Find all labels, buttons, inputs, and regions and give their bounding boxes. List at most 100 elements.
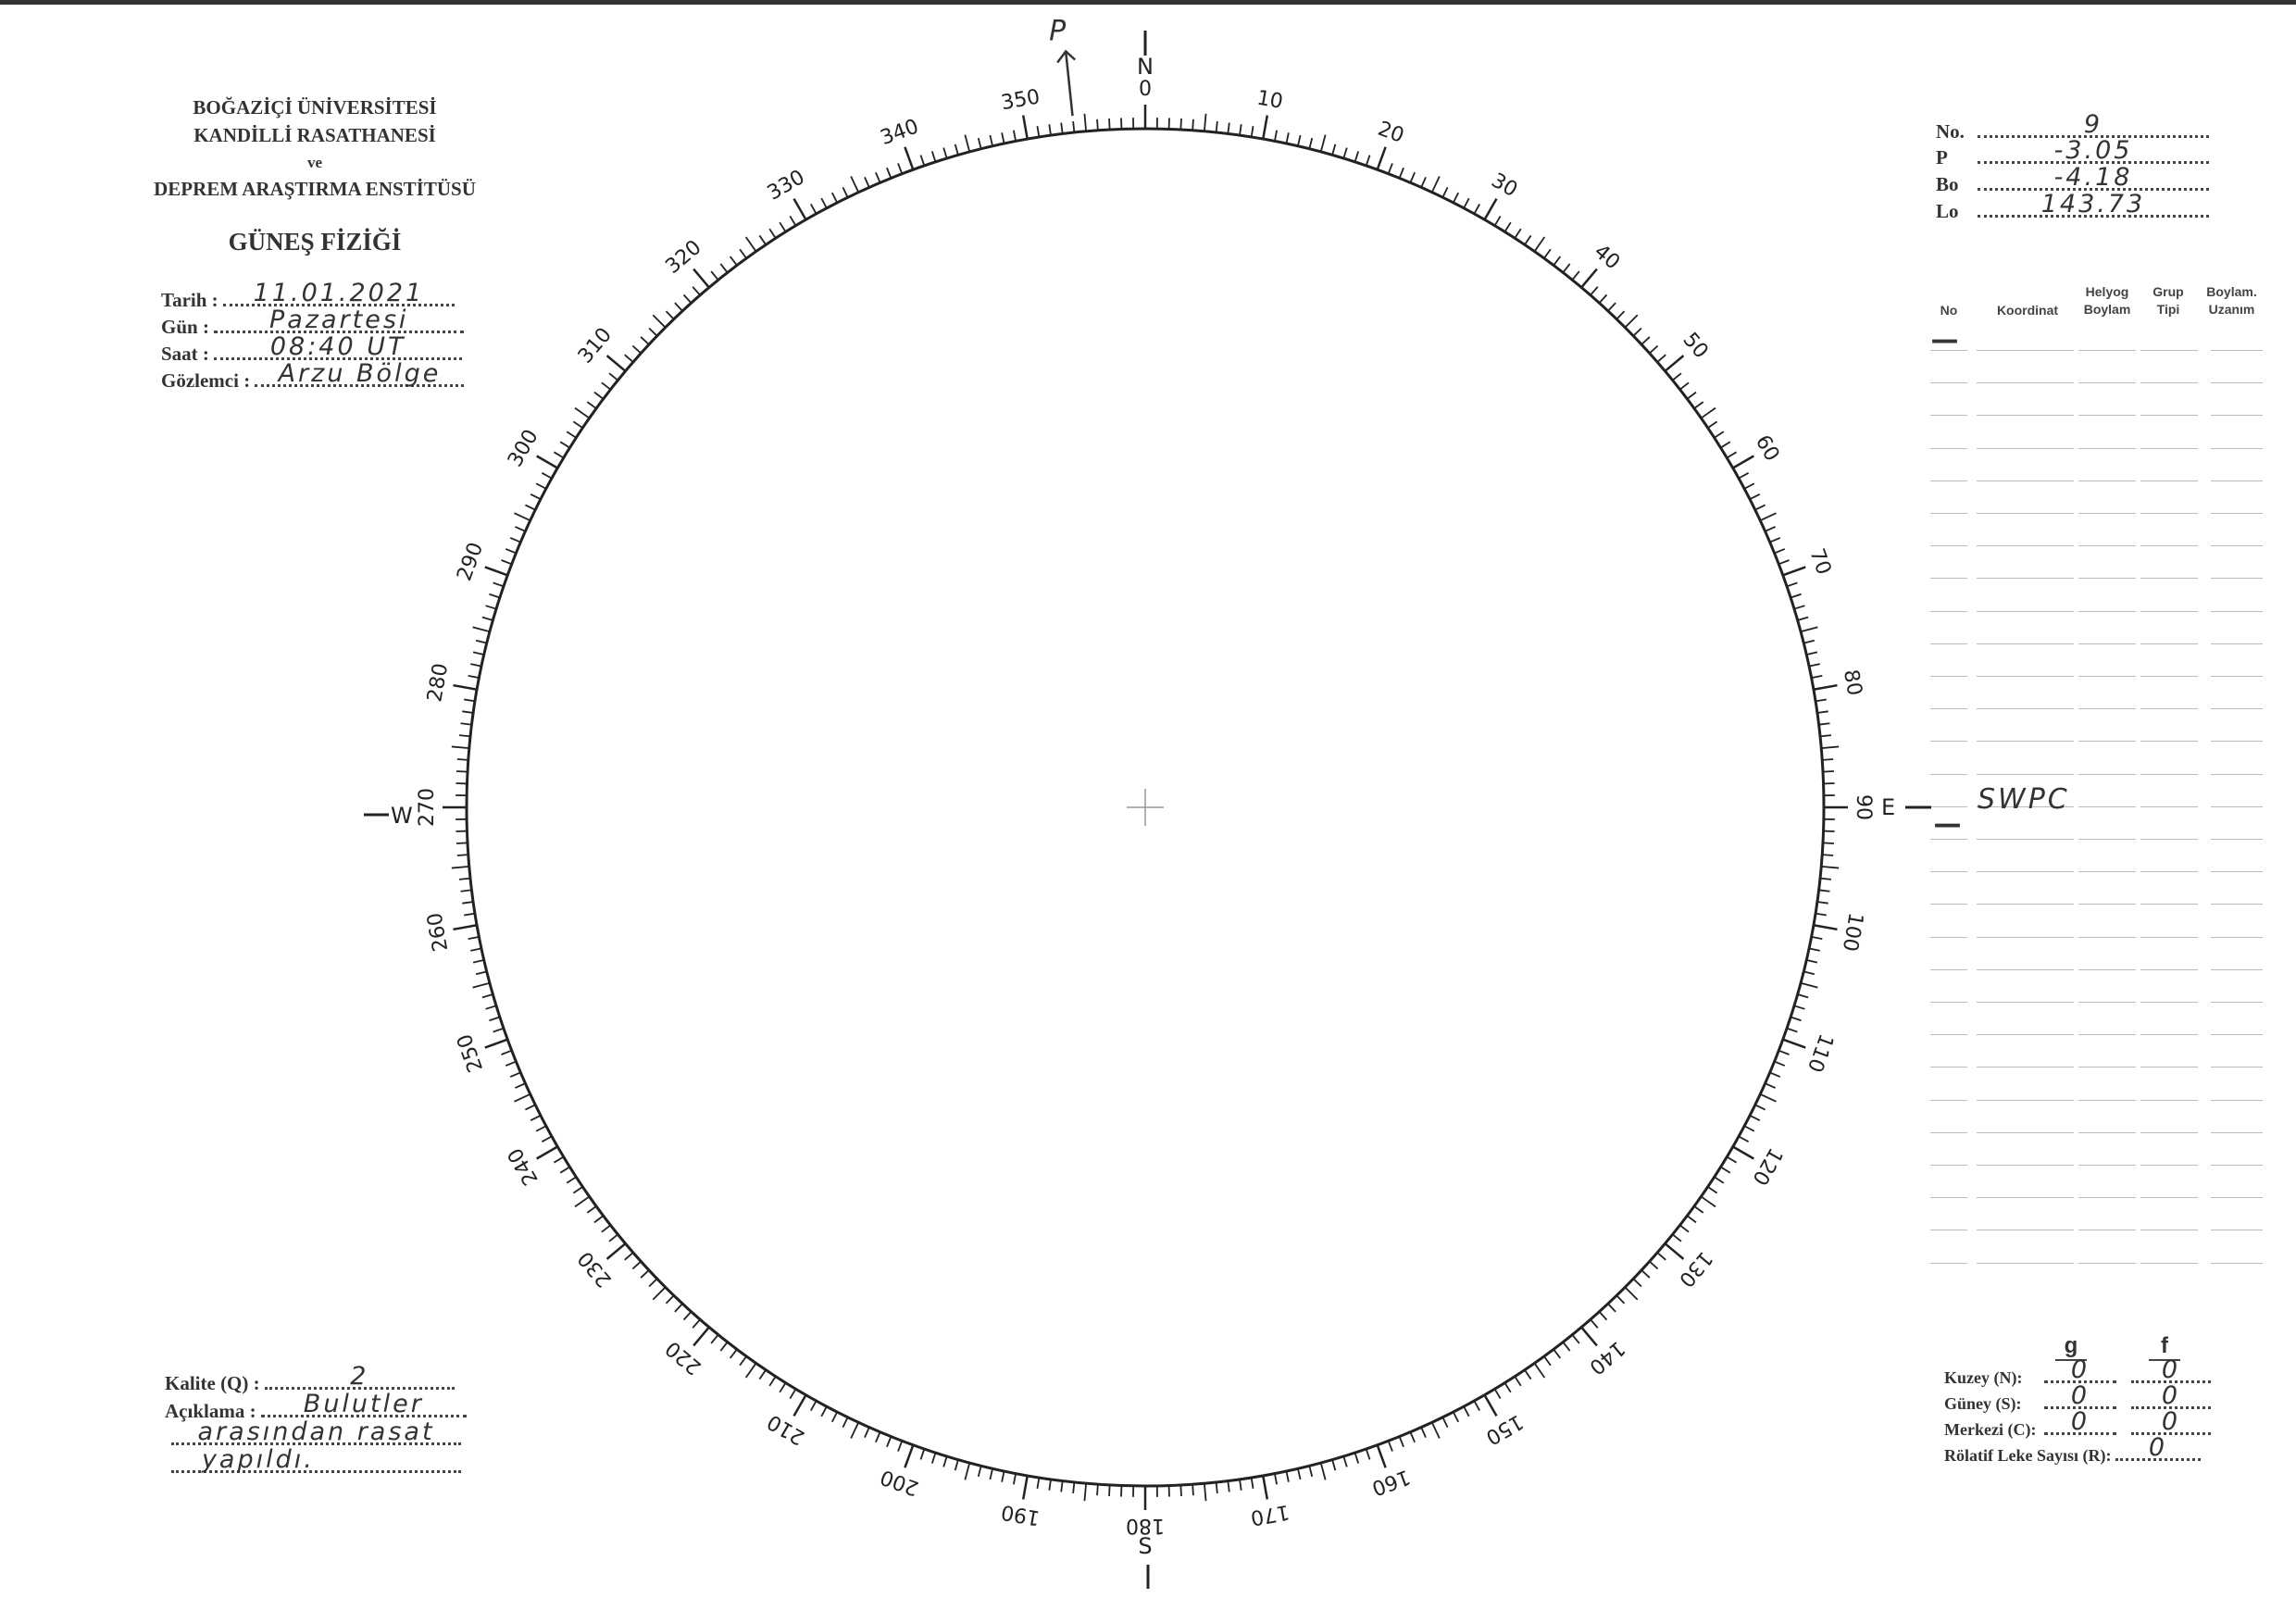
table-cell-line [1977, 545, 2074, 547]
table-cell-line [1930, 1099, 1967, 1101]
degree-tick [453, 683, 478, 691]
degree-label: 180 [1126, 1514, 1165, 1537]
degree-tick [515, 526, 526, 532]
degree-tick [1786, 1027, 1798, 1033]
degree-tick [692, 1318, 701, 1329]
degree-tick [493, 1027, 505, 1033]
table-cell-line [2078, 578, 2136, 580]
degree-tick [1342, 1455, 1348, 1467]
degree-tick [1624, 314, 1639, 329]
degree-tick [1420, 1427, 1427, 1438]
degree-label: 320 [661, 236, 705, 279]
degree-tick [842, 1417, 849, 1428]
table-cell-line [2140, 447, 2198, 449]
table-cell-line [2078, 350, 2136, 351]
degree-tick [1239, 1479, 1242, 1491]
degree-tick [1331, 144, 1337, 156]
page-top-border [0, 0, 2296, 5]
header-conjunction: ve [306, 154, 323, 171]
table-cell-line [2140, 1197, 2198, 1199]
degree-tick [1285, 1470, 1290, 1482]
table-cell-line [1930, 1165, 1967, 1166]
degree-tick [1021, 115, 1029, 140]
table-cell-line [2140, 1262, 2198, 1264]
table-cell-line [2140, 676, 2198, 677]
degree-tick [739, 248, 747, 259]
degree-tick [553, 451, 565, 459]
degree-tick [472, 626, 491, 633]
degree-tick [954, 1459, 959, 1471]
degree-tick [1543, 1355, 1552, 1367]
south-count-label: Güney (S): [1944, 1394, 2022, 1413]
degree-label: 30 [1487, 169, 1521, 203]
degree-tick [758, 1369, 767, 1380]
degree-tick [1001, 132, 1005, 144]
observer-field: Gözlemci : Arzu Bölge [161, 359, 465, 393]
table-cell-line [1930, 610, 1967, 612]
day-value: Pazartesi [268, 306, 409, 334]
degree-tick [930, 151, 937, 163]
table-cell-line [2078, 1165, 2136, 1166]
degree-tick [1818, 722, 1830, 726]
degree-label: 0 [1139, 78, 1152, 101]
table-cell-line [1930, 415, 1967, 417]
col-helyog-boylam: Helyog Boylam [2083, 284, 2131, 317]
table-cell-line [2211, 968, 2263, 970]
degree-tick [1749, 493, 1761, 501]
degree-tick [1816, 901, 1828, 905]
table-cell-line [2078, 447, 2136, 449]
degree-tick [710, 1334, 719, 1344]
degree-tick [1365, 155, 1371, 167]
degree-tick [1793, 605, 1805, 610]
degree-tick [586, 401, 597, 409]
table-cell-line [2140, 968, 2198, 970]
degree-tick [1778, 1049, 1790, 1055]
degree-tick [481, 993, 493, 999]
degree-tick [1714, 1176, 1725, 1184]
description-line-3-field: yapıldı. [171, 1445, 461, 1479]
degree-tick [456, 758, 468, 761]
degree-label: 90 [1852, 794, 1875, 820]
degree-tick [1342, 147, 1348, 159]
degree-tick [1800, 626, 1818, 633]
table-cell-line [1977, 1002, 2074, 1003]
table-cell-line [2211, 741, 2263, 743]
degree-tick [1656, 354, 1666, 363]
degree-tick [886, 1436, 892, 1448]
degree-tick [1632, 1278, 1642, 1288]
degree-tick [1239, 124, 1242, 136]
table-cell-line [1930, 350, 1967, 351]
table-cell-line [1977, 578, 2074, 580]
degree-tick [875, 1431, 881, 1443]
table-cell-line [2211, 513, 2263, 514]
degree-tick [1533, 236, 1546, 253]
lo-label: Lo [1936, 200, 1959, 222]
degree-tick [1203, 113, 1207, 131]
degree-tick [904, 1444, 915, 1468]
table-cell-line [2078, 773, 2136, 775]
degree-tick [942, 147, 948, 159]
degree-tick [1738, 1135, 1750, 1142]
degree-tick [1387, 1440, 1393, 1452]
degree-tick [1562, 263, 1571, 273]
degree-tick [574, 1195, 591, 1208]
degree-tick [792, 198, 807, 220]
degree-tick [605, 355, 627, 372]
degree-tick [470, 663, 482, 668]
north-g-value: 0 [2070, 1355, 2090, 1384]
degree-tick [964, 134, 971, 153]
degree-label: 270 [416, 788, 439, 827]
degree-tick [977, 137, 982, 149]
degree-tick [1297, 134, 1302, 146]
degree-tick [608, 372, 618, 381]
degree-label: 120 [1747, 1143, 1787, 1189]
degree-tick [458, 734, 471, 738]
degree-tick [1732, 1145, 1754, 1160]
table-cell-line [2078, 610, 2136, 612]
degree-tick [864, 1427, 870, 1438]
degree-tick [1815, 912, 1827, 917]
degree-tick [601, 381, 611, 391]
degree-tick [1452, 1411, 1460, 1423]
degree-tick [1774, 548, 1786, 555]
degree-label: 330 [764, 166, 809, 206]
